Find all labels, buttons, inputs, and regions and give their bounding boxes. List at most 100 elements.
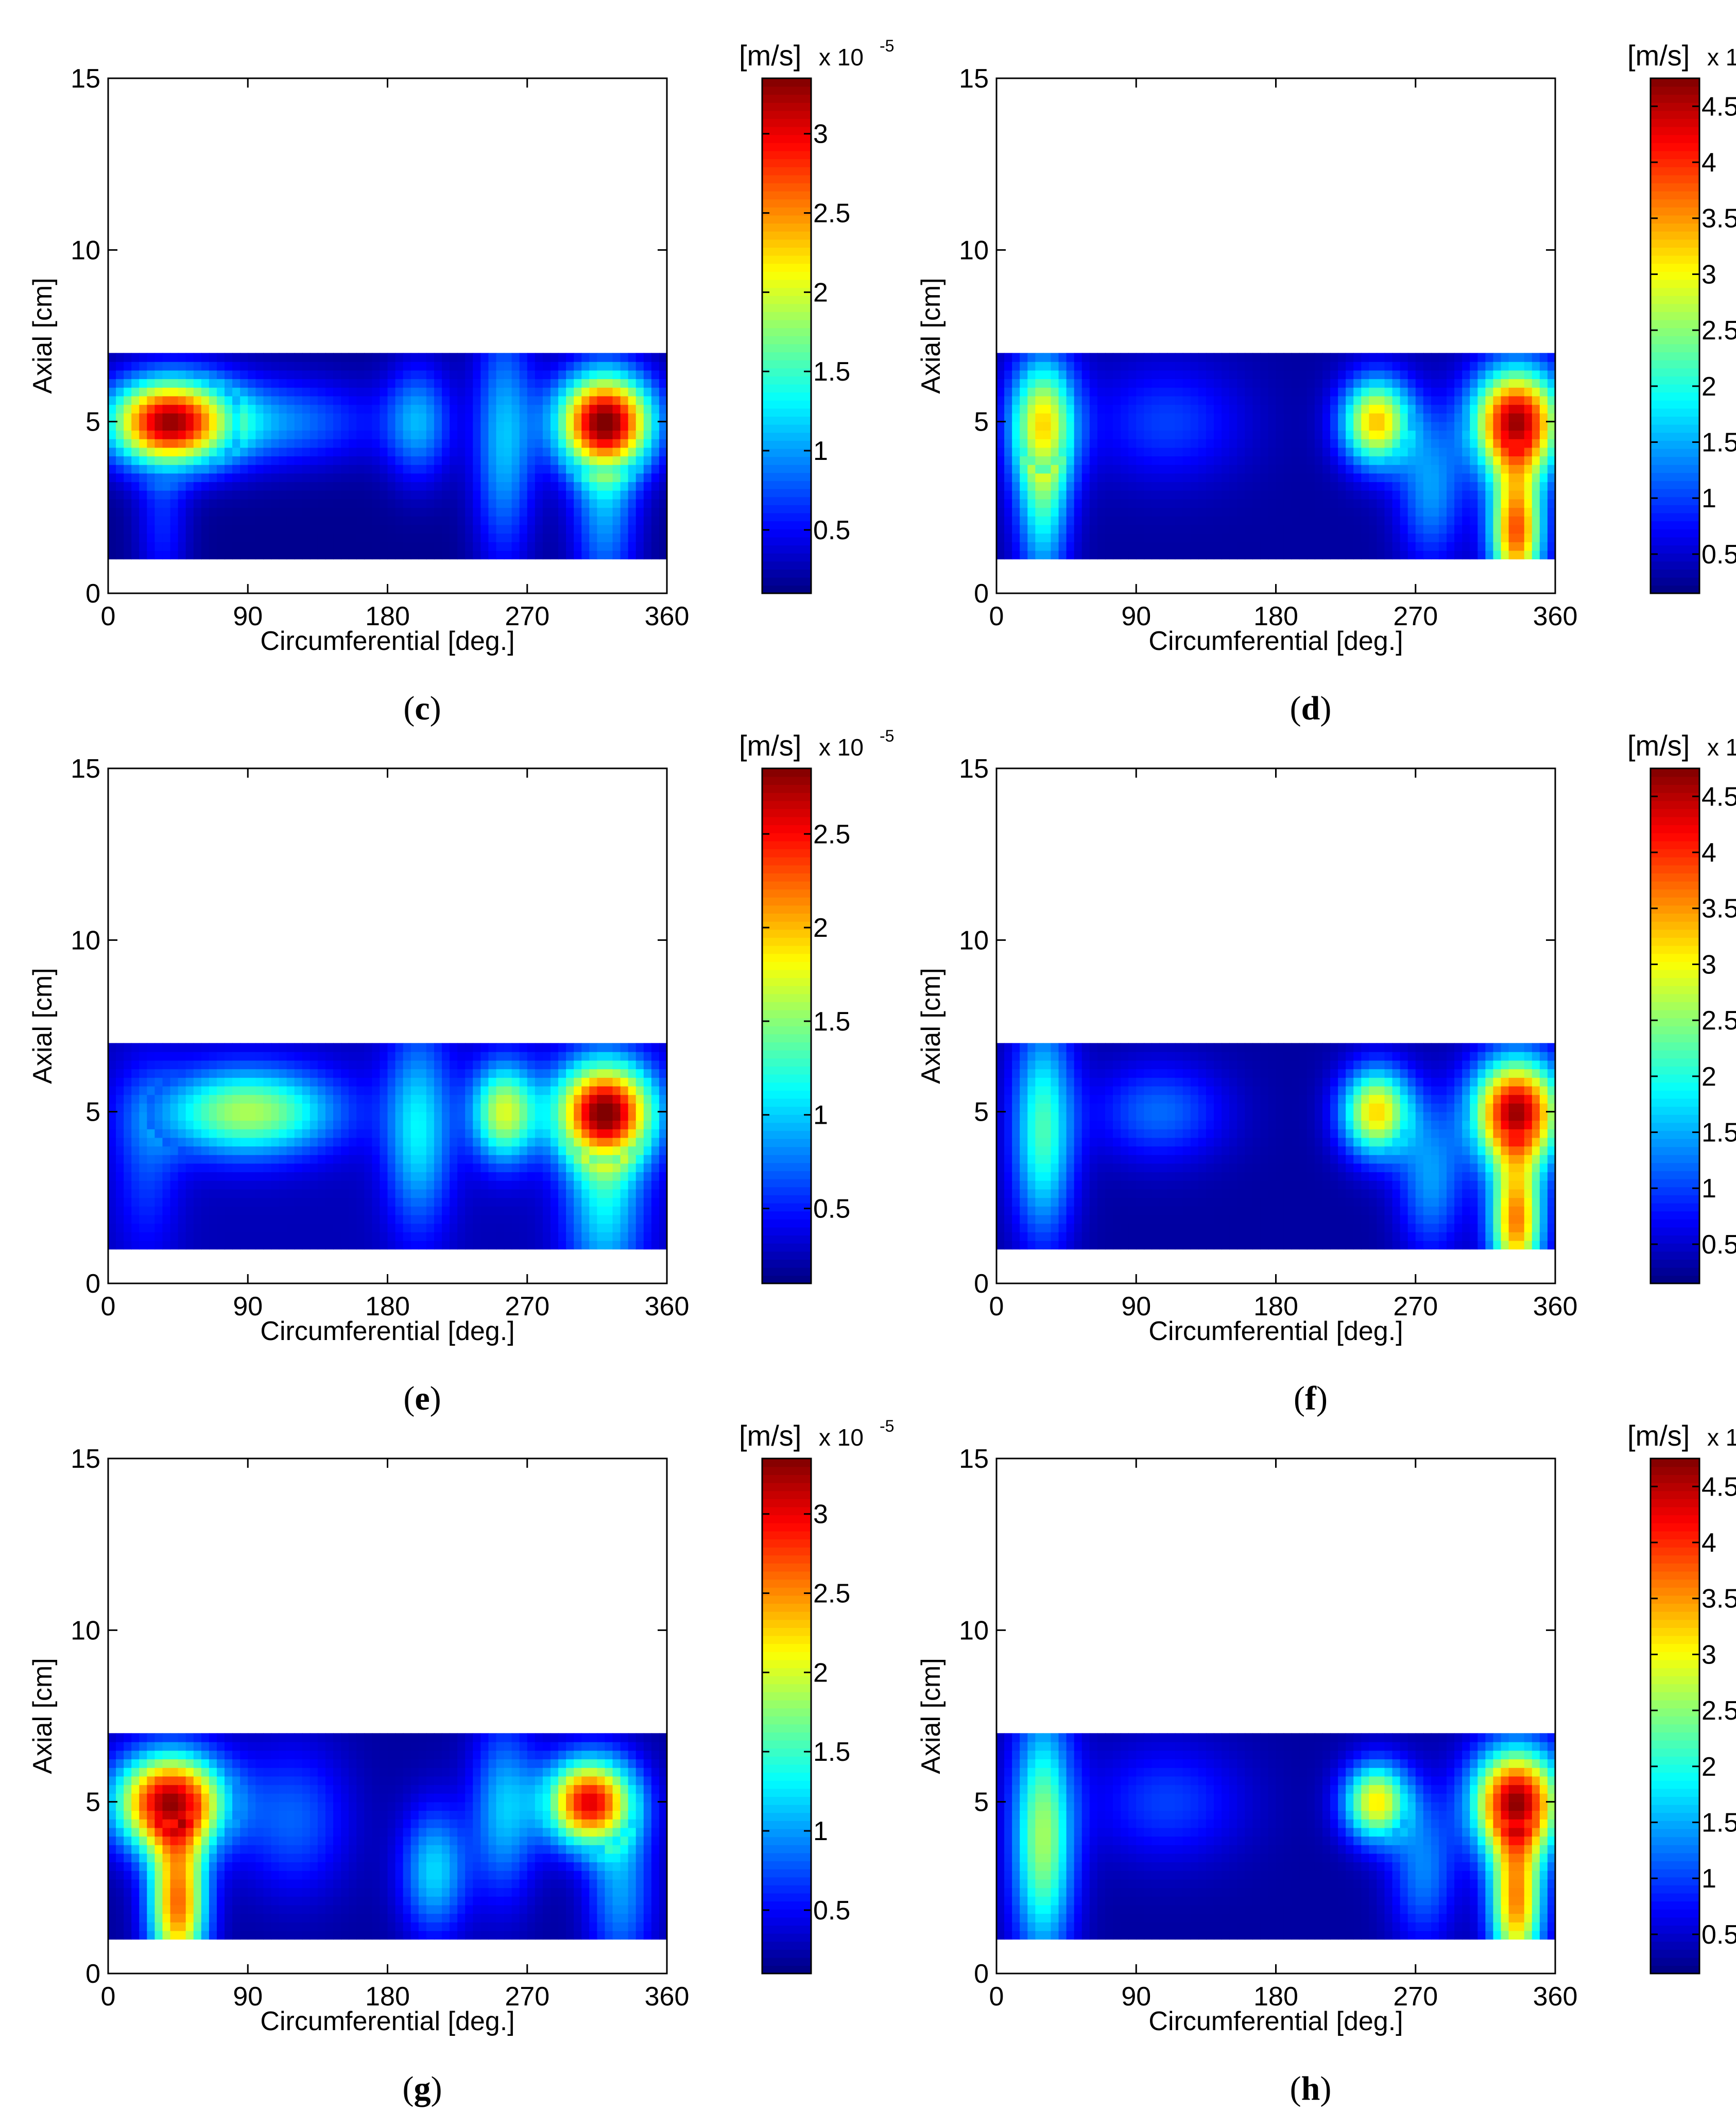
heatmap-cell [131, 1129, 140, 1138]
heatmap-cell [380, 1069, 388, 1078]
heatmap-cell [372, 1043, 381, 1052]
heatmap-cell [395, 1155, 404, 1164]
x-tick-label: 180 [365, 602, 410, 631]
heatmap-cell [1043, 413, 1052, 422]
heatmap-cell [589, 413, 598, 422]
heatmap-cell [302, 499, 311, 508]
heatmap-cell [558, 550, 566, 560]
heatmap-cell [1462, 507, 1471, 517]
heatmap-cell [131, 1137, 140, 1147]
heatmap-cell [566, 482, 574, 491]
heatmap-cell [441, 542, 450, 551]
heatmap-cell [1113, 413, 1121, 422]
heatmap-cell [279, 387, 287, 397]
heatmap-cell [154, 379, 163, 388]
heatmap-cell [403, 1163, 411, 1173]
heatmap-cell [1081, 490, 1090, 500]
heatmap-cell [387, 421, 396, 431]
heatmap-cell [116, 1180, 124, 1190]
heatmap-cell [201, 404, 210, 414]
heatmap-cell [1159, 550, 1168, 560]
colorbar-segment [762, 336, 811, 345]
heatmap-cell [216, 1163, 225, 1173]
heatmap-cell [154, 1137, 163, 1147]
heatmap-cell [108, 482, 116, 491]
heatmap-cell [1121, 404, 1129, 414]
heatmap-cell [341, 387, 349, 397]
heatmap-cell [1121, 353, 1129, 362]
heatmap-cell [364, 1077, 373, 1087]
heatmap-cell [279, 370, 287, 380]
heatmap-cell [1020, 421, 1028, 431]
heatmap-cell [1105, 379, 1113, 388]
heatmap-cell [410, 542, 419, 551]
heatmap-cell [372, 1232, 381, 1241]
heatmap-cell [1346, 533, 1354, 542]
heatmap-cell [1346, 430, 1354, 439]
heatmap-cell [1159, 490, 1168, 500]
heatmap-cell [395, 550, 404, 560]
heatmap-cell [108, 1086, 116, 1095]
heatmap-cell [1151, 516, 1160, 525]
heatmap-cell [1501, 456, 1509, 465]
heatmap-cell [1307, 542, 1315, 551]
heatmap-cell [418, 1223, 427, 1232]
heatmap-cell [535, 387, 543, 397]
heatmap-cell [1237, 542, 1246, 551]
heatmap-cell [364, 456, 373, 465]
heatmap-cell [1237, 430, 1246, 439]
heatmap-cell [1004, 465, 1012, 474]
heatmap-cell [1400, 379, 1408, 388]
heatmap-cell [1151, 456, 1160, 465]
heatmap-cell [1307, 421, 1315, 431]
heatmap-cell [426, 404, 435, 414]
colorbar-segment [1651, 143, 1699, 151]
heatmap-cell [364, 1103, 373, 1112]
heatmap-cell [1291, 439, 1300, 448]
heatmap-cell [1004, 430, 1012, 439]
heatmap-cell [185, 516, 194, 525]
heatmap-cell [1400, 542, 1408, 551]
heatmap-cell [240, 1129, 249, 1138]
heatmap-cell [410, 396, 419, 405]
heatmap-cell [1066, 404, 1075, 414]
heatmap-cell [387, 1223, 396, 1232]
heatmap-cell [333, 1232, 341, 1241]
heatmap-cell [504, 1172, 512, 1181]
heatmap-cell [535, 413, 543, 422]
heatmap-cell [255, 379, 264, 388]
y-tick-label: 10 [71, 235, 100, 265]
heatmap-cell [1229, 370, 1237, 380]
heatmap-cell [635, 490, 644, 500]
heatmap-cell [225, 473, 233, 483]
heatmap-cell [139, 1155, 148, 1164]
heatmap-cell [1051, 533, 1059, 542]
heatmap-cell [248, 1240, 256, 1250]
heatmap-cell [450, 550, 458, 560]
heatmap-cell [403, 1189, 411, 1198]
heatmap-cell [651, 550, 660, 560]
heatmap-cell [201, 524, 210, 534]
heatmap-cell [1330, 379, 1338, 388]
heatmap-cell [1508, 499, 1517, 508]
heatmap-cell [1175, 387, 1183, 397]
heatmap-cell [1431, 362, 1439, 371]
heatmap-cell [216, 1129, 225, 1138]
heatmap-cell [356, 482, 365, 491]
heatmap-cell [387, 1197, 396, 1207]
heatmap-cell [131, 379, 140, 388]
heatmap-cell [643, 396, 652, 405]
heatmap-cell [1074, 362, 1082, 371]
heatmap-cell [131, 1223, 140, 1232]
colorbar-segment [1651, 448, 1699, 457]
heatmap-cell [131, 1240, 140, 1250]
heatmap-cell [1423, 482, 1432, 491]
heatmap-cell [349, 1069, 357, 1078]
heatmap-cell [426, 490, 435, 500]
heatmap-cell [333, 1120, 341, 1129]
heatmap-cell [1020, 542, 1028, 551]
heatmap-cell [1113, 516, 1121, 525]
heatmap-cell [1167, 465, 1176, 474]
heatmap-cell [1206, 542, 1214, 551]
heatmap-cell [263, 413, 272, 422]
